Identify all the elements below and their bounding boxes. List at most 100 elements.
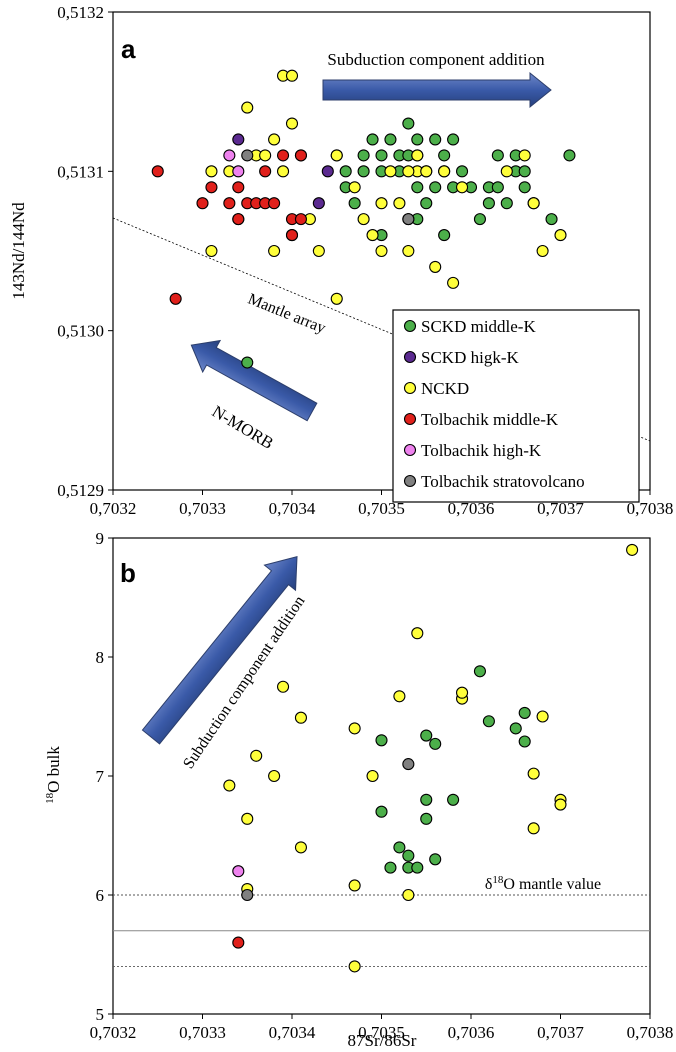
x-tick-label-b: 0,7038: [627, 1023, 674, 1042]
point-nckd: [402, 165, 415, 178]
point-tolbachik-middle-k: [276, 149, 290, 162]
point-nckd: [438, 165, 451, 178]
point-nckd: [455, 181, 469, 194]
y-axis-label-b: 18O bulk: [44, 746, 63, 804]
point-nckd: [626, 543, 639, 556]
legend-marker: [403, 412, 417, 426]
x-tick-label-a: 0,7036: [448, 499, 495, 518]
point-nckd: [500, 165, 513, 178]
point-nckd: [411, 627, 424, 640]
point-nckd: [402, 244, 415, 258]
point-nckd: [294, 711, 308, 724]
point-sckd-middle-k: [384, 133, 397, 146]
arrow-right: [322, 71, 552, 109]
point-sckd-middle-k: [518, 706, 531, 719]
point-nckd: [330, 292, 343, 305]
point-sckd-middle-k: [491, 181, 504, 194]
x-tick-label-b: 0,7033: [179, 1023, 226, 1042]
panel-label-a: a: [121, 34, 136, 64]
point-sckd-middle-k: [447, 793, 460, 806]
x-tick-label-a: 0,7032: [90, 499, 137, 518]
point-sckd-middle-k: [420, 793, 433, 806]
point-nckd: [348, 181, 361, 194]
legend-label: SCKD higk-K: [421, 348, 519, 367]
legend: SCKD middle-K SCKD higk-K NCKD Tolbachik mi…: [392, 309, 640, 503]
point-sckd-middle-k: [429, 853, 442, 866]
point-nckd: [447, 276, 460, 289]
point-tolbachik-middle-k: [285, 229, 299, 242]
point-sckd-middle-k: [518, 165, 531, 178]
point-nckd: [420, 165, 433, 178]
plot-area-b: [112, 537, 651, 1015]
point-nckd: [429, 260, 442, 273]
point-nckd: [285, 117, 299, 130]
point-sckd-middle-k: [509, 722, 522, 735]
point-sckd-middle-k: [375, 734, 388, 747]
x-tick-label-b: 0,7037: [537, 1023, 584, 1042]
point-sckd-middle-k: [411, 861, 424, 874]
data-points-b: [223, 543, 639, 973]
point-tolbachik-middle-k: [232, 213, 245, 226]
y-axis-label-b-main: O bulk: [44, 746, 63, 793]
point-tolbachik-middle-k: [223, 197, 236, 210]
point-nckd: [375, 197, 388, 210]
point-sckd-middle-k: [438, 149, 451, 162]
y-axis-b: 5 6 7 8 9: [96, 529, 113, 1024]
panel-label-b: b: [120, 558, 136, 588]
point-nckd: [205, 165, 218, 178]
point-tolbachik-high-k: [232, 165, 245, 178]
point-nckd: [330, 149, 343, 162]
point-sckd-middle-k: [420, 812, 433, 825]
y-tick-label-b: 7: [96, 767, 105, 786]
point-nckd: [223, 779, 236, 792]
y-tick-label-b: 8: [96, 648, 105, 667]
point-nckd: [285, 69, 299, 82]
point-sckd-middle-k: [491, 149, 504, 162]
mantle-value-label: δ18O mantle value: [485, 874, 601, 893]
x-tick-label-b: 0,7032: [90, 1023, 137, 1042]
point-nckd: [250, 749, 263, 762]
mantle-value-delta: δ: [485, 876, 493, 893]
point-nckd: [393, 690, 406, 703]
point-tolbachik-high-k: [223, 149, 236, 162]
x-tick-label-b: 0,7035: [358, 1023, 405, 1042]
point-nckd: [384, 165, 397, 178]
mantle-value-text: O mantle value: [503, 876, 601, 893]
point-nckd: [357, 213, 370, 226]
point-nckd: [348, 879, 361, 892]
y-axis-a: 0,5129 0,5130 0,5131 0,5132: [57, 3, 113, 500]
data-points-a: [151, 69, 576, 369]
y-axis-label-a: 143Nd/144Nd: [9, 202, 28, 300]
point-nckd: [294, 841, 308, 854]
point-tolbachik-stratovolcano: [402, 758, 415, 771]
point-sckd-middle-k: [375, 149, 388, 162]
legend-marker: [403, 381, 417, 395]
point-nckd: [312, 244, 325, 258]
legend-label: Tolbachik high-K: [421, 441, 542, 460]
mantle-value-sup: 18: [492, 874, 504, 886]
point-nckd: [276, 680, 290, 693]
point-nckd: [375, 244, 388, 258]
point-sckd-middle-k: [357, 149, 370, 162]
point-nckd: [518, 149, 531, 162]
point-sckd-middle-k: [411, 181, 424, 194]
point-sckd-middle-k: [411, 133, 424, 146]
legend-label: NCKD: [421, 379, 469, 398]
point-nckd: [366, 229, 379, 242]
x-tick-label-b: 0,7034: [269, 1023, 316, 1042]
point-tolbachik-middle-k: [232, 181, 245, 194]
x-tick-label-a: 0,7035: [358, 499, 405, 518]
point-sckd-middle-k: [447, 133, 460, 146]
point-nckd: [527, 197, 540, 210]
x-tick-label-a: 0,7038: [627, 499, 674, 518]
point-sckd-middle-k: [518, 735, 531, 748]
y-tick-label-a: 0,5132: [57, 3, 104, 22]
point-sckd-middle-k: [384, 861, 397, 874]
point-nckd: [241, 812, 254, 825]
point-sckd-middle-k: [473, 665, 487, 678]
point-sckd-middle-k: [402, 849, 415, 862]
point-sckd-higk-k: [232, 133, 245, 146]
arrow-nmorb: [190, 339, 318, 422]
y-tick-label-a: 0,5131: [57, 162, 104, 181]
point-tolbachik-middle-k: [259, 165, 272, 178]
